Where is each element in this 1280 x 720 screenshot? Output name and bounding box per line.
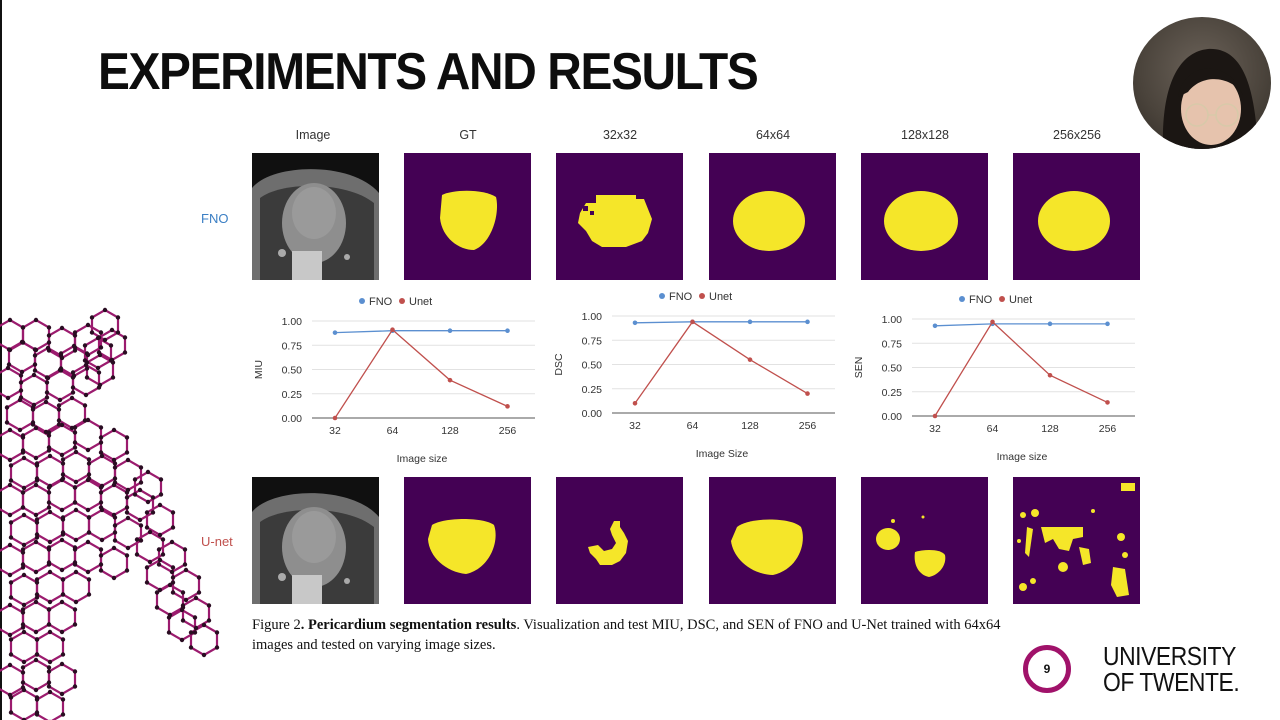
y-axis-label: DSC (553, 353, 565, 376)
svg-text:128: 128 (741, 420, 759, 432)
svg-text:1.00: 1.00 (582, 311, 603, 323)
svg-text:0.75: 0.75 (582, 335, 603, 347)
slide-left-border (0, 0, 2, 720)
university-logo: UNIVERSITY OF TWENTE. (1103, 641, 1240, 697)
svg-text:FNO: FNO (369, 296, 393, 308)
svg-text:32: 32 (329, 425, 341, 437)
logo-line-2: OF TWENTE. (1103, 667, 1240, 697)
mask-256-fno (1013, 153, 1140, 280)
svg-text:0.25: 0.25 (582, 384, 603, 396)
mask-gt-fno (404, 153, 531, 280)
page-number: 9 (1043, 662, 1051, 676)
svg-text:Unet: Unet (709, 291, 732, 303)
line-chart-dsc: FNO Unet 0.00 0.25 0.50 0.75 1.00 DSC 32 64 128 256… (553, 291, 835, 460)
row-label-unet: U-net (201, 534, 233, 549)
svg-text:1.00: 1.00 (282, 316, 303, 328)
series-line-unet (634, 320, 808, 404)
mask-32-unet (556, 477, 683, 604)
column-header-256: 256x256 (1053, 128, 1101, 142)
y-axis-label: MIU (253, 360, 265, 379)
svg-text:0.00: 0.00 (582, 408, 603, 420)
column-header-image: Image (295, 128, 331, 142)
svg-text:128: 128 (1041, 423, 1059, 435)
svg-text:64: 64 (987, 423, 999, 435)
hexagon-network-decoration (0, 307, 220, 720)
svg-text:64: 64 (387, 425, 399, 437)
ct-scan-image-fno (252, 153, 379, 280)
page-number-badge: 9 (1023, 645, 1071, 693)
svg-text:FNO: FNO (669, 291, 693, 303)
chart-legend: FNO Unet (659, 291, 732, 303)
svg-text:0.00: 0.00 (282, 413, 303, 425)
y-axis-label: SEN (853, 357, 865, 379)
svg-text:0.25: 0.25 (282, 389, 303, 401)
mask-128-unet (861, 477, 988, 604)
series-line-fno (334, 330, 508, 334)
caption-bold-title: . Pericardium segmentation results (300, 617, 517, 633)
chart-legend: FNO Unet (959, 294, 1032, 306)
svg-text:Unet: Unet (409, 296, 432, 308)
svg-text:32: 32 (929, 423, 941, 435)
x-axis-label: Image size (997, 451, 1048, 463)
series-line-unet (934, 320, 1108, 417)
presenter-video-icon (1162, 48, 1258, 149)
line-chart-miu: FNO Unet 0.00 0.25 0.50 0.75 1.00 MIU 32 64 128 256… (253, 296, 535, 465)
svg-text:0.00: 0.00 (882, 411, 903, 423)
svg-text:64: 64 (687, 420, 699, 432)
svg-text:0.75: 0.75 (282, 340, 303, 352)
series-line-fno (934, 323, 1108, 327)
svg-text:0.50: 0.50 (582, 360, 603, 372)
line-chart-sen: FNO Unet 0.00 0.25 0.50 0.75 1.00 SEN 32 64 128 256… (853, 294, 1135, 463)
svg-text:128: 128 (441, 425, 459, 437)
column-header-64: 64x64 (755, 128, 791, 142)
ct-scan-icon (252, 493, 379, 604)
slide-title: EXPERIMENTS AND RESULTS (98, 43, 759, 101)
caption-text: . Visualization and test MIU, DSC, and S… (252, 617, 1001, 653)
svg-text:32: 32 (629, 420, 641, 432)
svg-text:0.50: 0.50 (882, 363, 903, 375)
row-label-fno: FNO (201, 211, 229, 226)
column-header-gt: GT (459, 128, 477, 142)
ct-scan-image-unet (252, 477, 379, 604)
x-axis-label: Image Size (696, 448, 749, 460)
svg-text:0.75: 0.75 (882, 338, 903, 350)
figure-caption: Figure 2. Pericardium segmentation resul… (252, 615, 1012, 655)
x-axis-label: Image size (397, 453, 448, 465)
ct-scan-icon (252, 169, 379, 280)
series-line-unet (334, 328, 508, 419)
svg-text:256: 256 (1099, 423, 1117, 435)
mask-256-unet (1013, 477, 1140, 604)
chart-legend: FNO Unet (359, 296, 432, 308)
mask-gt-unet (404, 477, 531, 604)
series-line-fno (634, 321, 808, 324)
column-header-128: 128x128 (901, 128, 949, 142)
column-header-32: 32x32 (602, 128, 638, 142)
presenter-webcam (1133, 17, 1271, 149)
logo-line-1: UNIVERSITY (1103, 641, 1236, 671)
mask-64-unet (709, 477, 836, 604)
caption-prefix: Figure 2 (252, 617, 301, 633)
svg-text:0.25: 0.25 (882, 387, 903, 399)
svg-text:0.50: 0.50 (282, 365, 303, 377)
svg-text:256: 256 (499, 425, 517, 437)
svg-text:Unet: Unet (1009, 294, 1032, 306)
svg-text:FNO: FNO (969, 294, 993, 306)
mask-64-fno (709, 153, 836, 280)
svg-text:1.00: 1.00 (882, 314, 903, 326)
mask-128-fno (861, 153, 988, 280)
svg-text:256: 256 (799, 420, 817, 432)
mask-32-fno (556, 153, 683, 280)
